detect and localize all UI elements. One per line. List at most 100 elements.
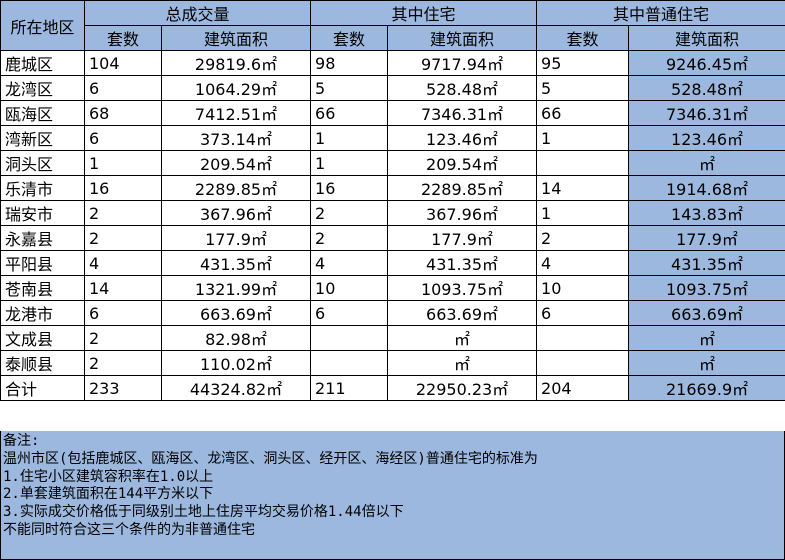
cell-housing-sets[interactable]: 2	[311, 201, 388, 226]
cell-total-area[interactable]: 1321.99㎡	[162, 276, 311, 301]
cell-ordinary-sets[interactable]: 10	[537, 276, 629, 301]
cell-total-sets[interactable]: 6	[85, 301, 162, 326]
cell-housing-sets[interactable]: 1	[311, 151, 388, 176]
cell-total-area[interactable]: 44324.82㎡	[162, 376, 311, 401]
cell-housing-sets[interactable]: 5	[311, 76, 388, 101]
cell-total-sets[interactable]: 6	[85, 76, 162, 101]
cell-housing-area[interactable]: ㎡	[388, 326, 537, 351]
cell-total-area[interactable]: 110.02㎡	[162, 351, 311, 376]
cell-total-sets[interactable]: 68	[85, 101, 162, 126]
cell-total-sets[interactable]: 6	[85, 126, 162, 151]
cell-housing-area[interactable]: ㎡	[388, 351, 537, 376]
cell-region[interactable]: 龙湾区	[1, 76, 85, 101]
cell-region[interactable]: 平阳县	[1, 251, 85, 276]
cell-housing-area[interactable]: 209.54㎡	[388, 151, 537, 176]
cell-region[interactable]: 文成县	[1, 326, 85, 351]
cell-ordinary-area[interactable]: 21669.9㎡	[629, 376, 785, 401]
cell-ordinary-area[interactable]: 7346.31㎡	[629, 101, 785, 126]
cell-housing-area[interactable]: 431.35㎡	[388, 251, 537, 276]
cell-ordinary-sets[interactable]: 1	[537, 201, 629, 226]
header-housing-sets[interactable]: 套数	[311, 26, 388, 51]
header-ordinary-sets[interactable]: 套数	[537, 26, 629, 51]
cell-total-area[interactable]: 663.69㎡	[162, 301, 311, 326]
cell-total-sets[interactable]: 104	[85, 51, 162, 76]
cell-housing-sets[interactable]: 211	[311, 376, 388, 401]
cell-housing-sets[interactable]	[311, 351, 388, 376]
cell-ordinary-sets[interactable]: 5	[537, 76, 629, 101]
cell-ordinary-sets[interactable]	[537, 151, 629, 176]
cell-total-sets[interactable]: 14	[85, 276, 162, 301]
header-ordinary-area[interactable]: 建筑面积	[629, 26, 785, 51]
cell-ordinary-area[interactable]: ㎡	[629, 326, 785, 351]
cell-ordinary-area[interactable]: 9246.45㎡	[629, 51, 785, 76]
cell-region[interactable]: 洞头区	[1, 151, 85, 176]
cell-ordinary-sets[interactable]: 204	[537, 376, 629, 401]
cell-ordinary-sets[interactable]: 6	[537, 301, 629, 326]
cell-ordinary-sets[interactable]: 95	[537, 51, 629, 76]
cell-housing-sets[interactable]	[311, 326, 388, 351]
cell-region[interactable]: 合计	[1, 376, 85, 401]
header-housing-area[interactable]: 建筑面积	[388, 26, 537, 51]
cell-ordinary-sets[interactable]: 14	[537, 176, 629, 201]
header-total-sets[interactable]: 套数	[85, 26, 162, 51]
cell-region[interactable]: 瓯海区	[1, 101, 85, 126]
cell-total-sets[interactable]: 2	[85, 351, 162, 376]
cell-total-sets[interactable]: 1	[85, 151, 162, 176]
cell-region[interactable]: 苍南县	[1, 276, 85, 301]
cell-total-sets[interactable]: 2	[85, 201, 162, 226]
cell-total-area[interactable]: 177.9㎡	[162, 226, 311, 251]
cell-total-area[interactable]: 82.98㎡	[162, 326, 311, 351]
cell-housing-sets[interactable]: 66	[311, 101, 388, 126]
cell-region[interactable]: 乐清市	[1, 176, 85, 201]
cell-housing-sets[interactable]: 4	[311, 251, 388, 276]
cell-housing-area[interactable]: 22950.23㎡	[388, 376, 537, 401]
cell-housing-area[interactable]: 177.9㎡	[388, 226, 537, 251]
cell-total-area[interactable]: 7412.51㎡	[162, 101, 311, 126]
cell-ordinary-area[interactable]: 663.69㎡	[629, 301, 785, 326]
cell-total-sets[interactable]: 233	[85, 376, 162, 401]
cell-ordinary-area[interactable]: 1093.75㎡	[629, 276, 785, 301]
cell-region[interactable]: 瑞安市	[1, 201, 85, 226]
cell-housing-sets[interactable]: 98	[311, 51, 388, 76]
notes-box[interactable]: 备注: 温州市区(包括鹿城区、瓯海区、龙湾区、洞头区、经开区、海经区)普通住宅的…	[0, 431, 785, 560]
cell-housing-area[interactable]: 9717.94㎡	[388, 51, 537, 76]
cell-total-sets[interactable]: 2	[85, 326, 162, 351]
cell-ordinary-area[interactable]: 123.46㎡	[629, 126, 785, 151]
cell-region[interactable]: 泰顺县	[1, 351, 85, 376]
cell-ordinary-area[interactable]: 143.83㎡	[629, 201, 785, 226]
cell-ordinary-area[interactable]: 1914.68㎡	[629, 176, 785, 201]
cell-ordinary-sets[interactable]	[537, 351, 629, 376]
cell-total-area[interactable]: 209.54㎡	[162, 151, 311, 176]
cell-ordinary-area[interactable]: ㎡	[629, 351, 785, 376]
cell-housing-area[interactable]: 663.69㎡	[388, 301, 537, 326]
cell-total-area[interactable]: 431.35㎡	[162, 251, 311, 276]
cell-ordinary-area[interactable]: 528.48㎡	[629, 76, 785, 101]
cell-total-area[interactable]: 1064.29㎡	[162, 76, 311, 101]
cell-total-area[interactable]: 29819.6㎡	[162, 51, 311, 76]
cell-region[interactable]: 龙港市	[1, 301, 85, 326]
cell-housing-area[interactable]: 2289.85㎡	[388, 176, 537, 201]
cell-housing-sets[interactable]: 2	[311, 226, 388, 251]
cell-ordinary-sets[interactable]	[537, 326, 629, 351]
header-group-total[interactable]: 总成交量	[85, 1, 311, 26]
cell-housing-area[interactable]: 123.46㎡	[388, 126, 537, 151]
cell-housing-sets[interactable]: 16	[311, 176, 388, 201]
cell-region[interactable]: 鹿城区	[1, 51, 85, 76]
cell-ordinary-area[interactable]: 431.35㎡	[629, 251, 785, 276]
cell-housing-area[interactable]: 7346.31㎡	[388, 101, 537, 126]
cell-ordinary-area[interactable]: ㎡	[629, 151, 785, 176]
cell-ordinary-sets[interactable]: 1	[537, 126, 629, 151]
cell-housing-sets[interactable]: 10	[311, 276, 388, 301]
cell-total-sets[interactable]: 16	[85, 176, 162, 201]
cell-region[interactable]: 湾新区	[1, 126, 85, 151]
header-group-ordinary[interactable]: 其中普通住宅	[537, 1, 785, 26]
cell-total-area[interactable]: 367.96㎡	[162, 201, 311, 226]
header-region[interactable]: 所在地区	[1, 1, 85, 51]
cell-ordinary-sets[interactable]: 4	[537, 251, 629, 276]
header-total-area[interactable]: 建筑面积	[162, 26, 311, 51]
cell-ordinary-area[interactable]: 177.9㎡	[629, 226, 785, 251]
cell-total-area[interactable]: 373.14㎡	[162, 126, 311, 151]
cell-total-sets[interactable]: 4	[85, 251, 162, 276]
cell-housing-area[interactable]: 367.96㎡	[388, 201, 537, 226]
cell-ordinary-sets[interactable]: 2	[537, 226, 629, 251]
